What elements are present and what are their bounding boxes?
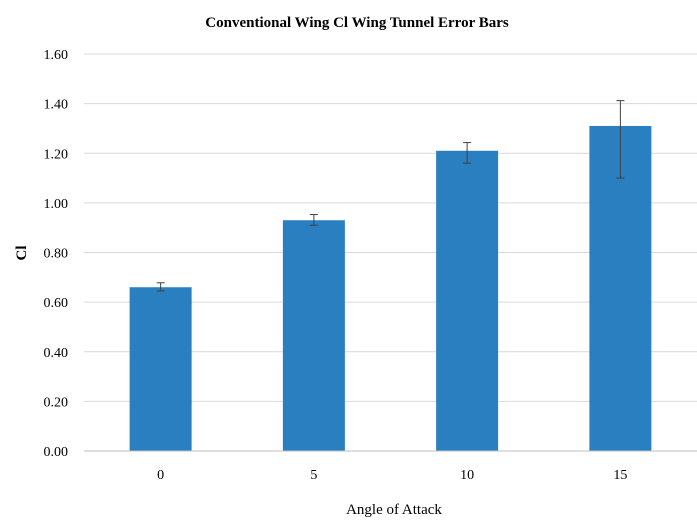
y-axis-label: Cl bbox=[14, 246, 30, 261]
x-axis-label: Angle of Attack bbox=[346, 502, 442, 518]
y-tick-label: 1.20 bbox=[44, 147, 69, 162]
chart-title: Conventional Wing Cl Wing Tunnel Error B… bbox=[205, 15, 509, 31]
bars bbox=[129, 125, 652, 452]
x-tick-label: 5 bbox=[310, 468, 317, 483]
y-tick-label: 1.40 bbox=[44, 98, 69, 113]
y-tick-label: 0.40 bbox=[44, 346, 69, 361]
bar bbox=[129, 287, 192, 451]
error-bar bbox=[309, 214, 318, 226]
error-bar bbox=[463, 142, 472, 164]
error-bar bbox=[156, 282, 165, 292]
y-tick-label: 1.00 bbox=[44, 197, 69, 212]
x-axis-ticks: 0 5 10 15 bbox=[157, 468, 627, 483]
y-tick-label: 0.00 bbox=[44, 445, 69, 460]
x-tick-label: 10 bbox=[460, 468, 474, 483]
y-axis-ticks: 0.00 0.20 0.40 0.60 0.80 1.00 1.20 1.40 1.60 bbox=[44, 48, 69, 460]
y-tick-label: 0.80 bbox=[44, 247, 69, 262]
y-tick-label: 0.60 bbox=[44, 296, 69, 311]
bar bbox=[436, 150, 499, 452]
y-tick-label: 1.60 bbox=[44, 48, 69, 63]
bar bbox=[282, 220, 345, 451]
x-tick-label: 15 bbox=[613, 468, 627, 483]
error-bar bbox=[616, 100, 625, 179]
bar bbox=[589, 125, 652, 452]
error-bars bbox=[156, 100, 625, 292]
x-tick-label: 0 bbox=[157, 468, 164, 483]
y-tick-label: 0.20 bbox=[44, 395, 69, 410]
